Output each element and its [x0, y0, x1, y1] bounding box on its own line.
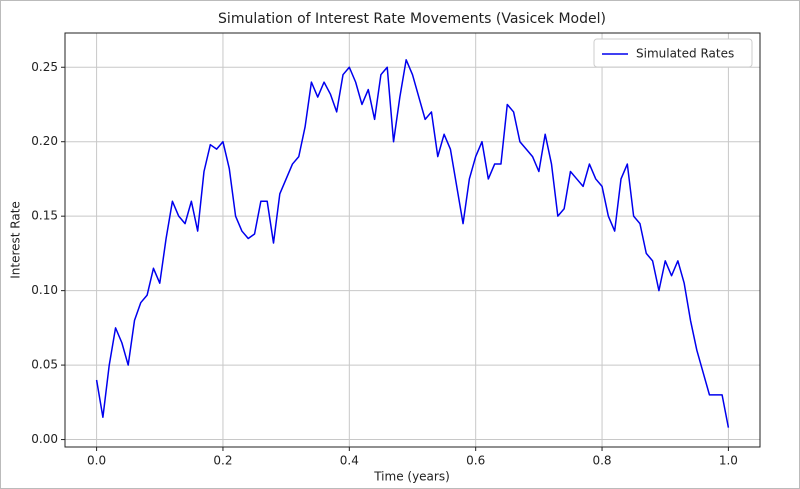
x-tick-label: 0.0 — [87, 454, 106, 468]
y-tick-label: 0.00 — [31, 432, 58, 446]
y-axis-label: Interest Rate — [9, 201, 23, 279]
y-tick-label: 0.20 — [31, 134, 58, 148]
x-tick-label: 1.0 — [719, 454, 738, 468]
y-tick-label: 0.05 — [31, 358, 58, 372]
line-series — [95, 59, 730, 428]
y-tick-label: 0.10 — [31, 283, 58, 297]
x-tick-label: 0.4 — [340, 454, 359, 468]
x-tick-label: 0.6 — [466, 454, 485, 468]
legend-label: Simulated Rates — [636, 47, 734, 61]
y-tick-label: 0.25 — [31, 60, 58, 74]
chart-title: Simulation of Interest Rate Movements (V… — [218, 11, 606, 27]
plot-frame — [64, 32, 761, 448]
legend-box — [593, 38, 753, 68]
x-tick-label: 0.8 — [592, 454, 611, 468]
x-tick-label: 0.2 — [213, 454, 232, 468]
x-axis-label: Time (years) — [373, 470, 450, 484]
y-tick-label: 0.15 — [31, 209, 58, 223]
